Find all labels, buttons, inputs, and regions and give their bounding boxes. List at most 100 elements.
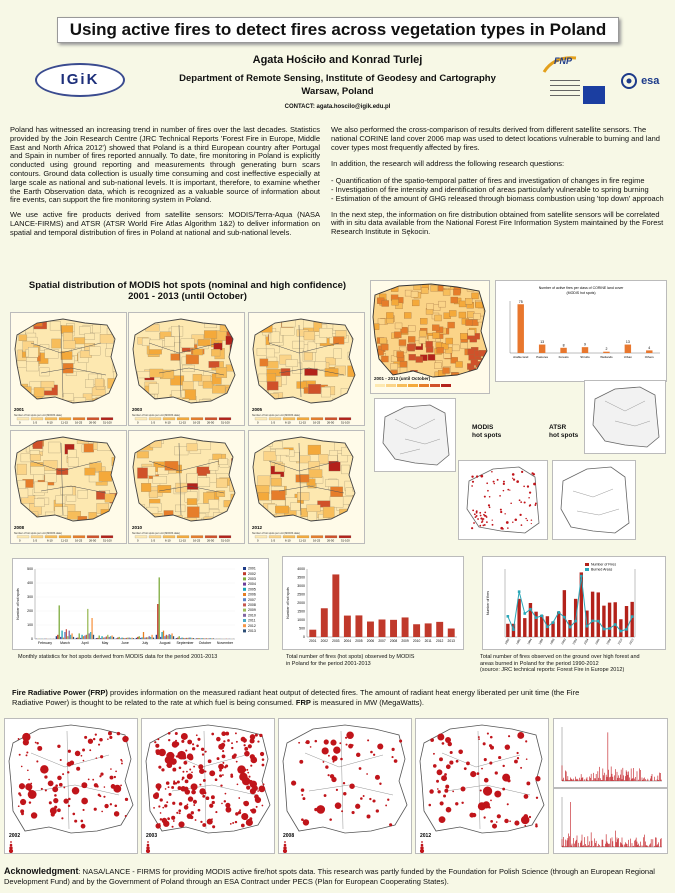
frp-timeseries-1-graphic [561, 727, 662, 782]
monthly-bar [161, 632, 163, 639]
frp-dot [231, 746, 234, 750]
frp-dot [181, 739, 185, 743]
monthly-legend-label: 2003 [248, 577, 256, 581]
frp-dot [190, 811, 194, 815]
eu-flag-icon [583, 86, 605, 104]
frp-dot [34, 741, 37, 744]
monthly-bar [140, 637, 142, 639]
monthly-tick-label: August [160, 641, 171, 645]
frp-dot [535, 796, 539, 799]
legend-swatch [296, 417, 310, 421]
legend-value: 26-50 [327, 539, 335, 543]
spatial-heading-line1: Spatial distribution of MODIS hot spots … [28, 280, 347, 291]
map-cell [432, 324, 440, 331]
frp-dot [158, 823, 161, 825]
map-cell [40, 380, 55, 388]
frp-dot [466, 761, 470, 766]
frp-dot [18, 753, 21, 756]
map-cell [341, 464, 350, 475]
frp-dot [240, 823, 245, 828]
frp-dot [193, 804, 196, 806]
frp-dot [247, 771, 250, 774]
hotspot-dot [496, 478, 499, 481]
frp-dot [211, 818, 213, 820]
frp-dot [202, 794, 206, 798]
map-cell [394, 331, 402, 338]
frp-dot [124, 797, 129, 802]
modis-map-2010-graphic: 2010 Number of hot spots per unit (MODIS … [132, 436, 236, 543]
monthly-bar [128, 637, 130, 639]
map-cell [62, 402, 74, 403]
frp-dot [61, 817, 64, 820]
atsr-point-map-graphic [560, 466, 630, 534]
frp-dot [379, 782, 382, 785]
frp-dot [182, 770, 185, 773]
frp-dot [494, 790, 502, 798]
legend-value: 0 [137, 539, 139, 543]
fnp-logo-text: FNP [554, 56, 572, 66]
ground-burned-marker [574, 619, 577, 623]
map-cell [115, 497, 117, 506]
frp-dot [197, 737, 201, 741]
affiliation-line1: Department of Remote Sensing, Institute … [179, 73, 496, 84]
ground-bar [590, 591, 595, 637]
map-cell [337, 515, 347, 521]
map-year-label: 2008 [14, 525, 25, 530]
map-cell [329, 496, 344, 508]
legend-swatch [148, 535, 162, 539]
frp-dot [196, 744, 199, 748]
ground-tick-label: 2002 [571, 637, 578, 645]
frp-dot [82, 759, 85, 762]
map-cell [348, 402, 355, 403]
frp-dot [346, 731, 354, 739]
frp-dot [209, 770, 216, 777]
frp-map-2012-graphic: 2012 [419, 724, 545, 854]
map-cell [186, 498, 198, 506]
map-cell [390, 284, 399, 288]
map-cell [164, 460, 179, 471]
frp-dot [20, 765, 23, 768]
frp-dot [114, 804, 118, 808]
monthly-bar [142, 632, 145, 639]
frp-dot [188, 755, 194, 761]
landcover-data-label: 8 [563, 343, 565, 347]
frp-dot [254, 796, 262, 804]
frp-dot [154, 741, 157, 744]
frp-dot [325, 765, 329, 769]
map-cell [20, 453, 32, 463]
frp-dot [301, 818, 304, 822]
frp-dot [509, 820, 511, 823]
frp-dot [428, 803, 432, 807]
frp-dot [438, 816, 446, 823]
ground-burned-marker [529, 607, 532, 611]
map-cell [351, 467, 355, 475]
map-cell [200, 519, 211, 521]
hotspot-dot [502, 482, 505, 485]
legend-value: 51-100 [221, 421, 230, 425]
map-cell [444, 347, 453, 354]
monthly-bar [184, 638, 186, 639]
frp-dot [443, 794, 447, 798]
frp-map-year: 2002 [9, 833, 20, 839]
hotspot-dot [530, 522, 532, 525]
affiliation: Department of Remote Sensing, Institute … [140, 72, 535, 98]
legend-value: 1-5 [151, 539, 155, 543]
map-cell [280, 368, 291, 377]
map-cell [26, 519, 37, 521]
legend-value: 1-5 [271, 421, 275, 425]
map-cell [483, 298, 487, 305]
frp-dot [339, 742, 342, 745]
hotspot-dot [484, 514, 486, 517]
map-cell [83, 443, 94, 453]
frp-dot [481, 767, 483, 770]
frp-legend-dot [282, 848, 288, 854]
frp-dot [99, 775, 102, 778]
frp-dot [349, 783, 355, 789]
frp-dot [180, 786, 186, 792]
map-cell [465, 319, 473, 326]
ground-bar [619, 619, 623, 637]
frp-dot [367, 739, 370, 742]
frp-dot [82, 808, 85, 812]
frp-dot [244, 817, 248, 820]
frp-timeseries-2-graphic [561, 797, 662, 848]
